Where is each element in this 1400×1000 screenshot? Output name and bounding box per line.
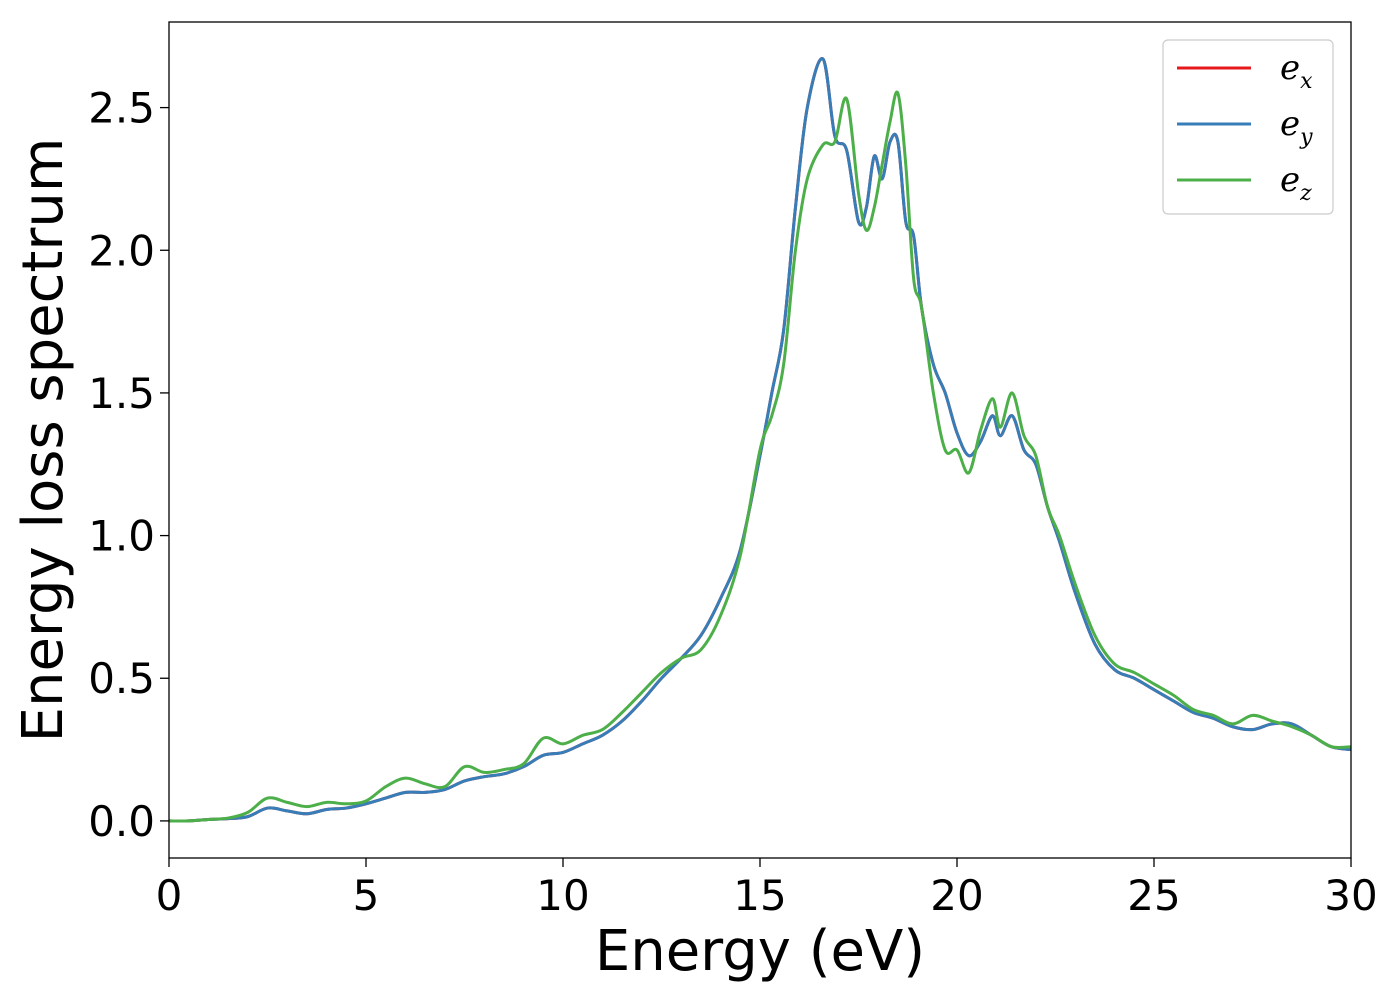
- x-tick-label: 0: [156, 871, 183, 920]
- series-line-z: [168, 90, 1352, 823]
- legend-box: [1162, 39, 1334, 215]
- x-tick-label: 10: [536, 871, 589, 920]
- x-tick-label: 20: [930, 871, 983, 920]
- legend-label-base: e: [1280, 104, 1300, 144]
- y-tick-label: 0.0: [88, 797, 155, 846]
- x-axis: 0 5 10 15 20 25 30: [156, 858, 1378, 920]
- plot-area: [169, 22, 1351, 858]
- legend-entry-z: ez: [1280, 160, 1312, 206]
- y-tick-label: 1.0: [88, 512, 155, 561]
- y-tick-label: 1.5: [88, 369, 155, 418]
- legend-entry-x: ex: [1280, 48, 1313, 94]
- legend-label-base: e: [1280, 48, 1300, 88]
- y-axis-label: Energy loss spectrum: [11, 138, 76, 743]
- y-axis: 0.0 0.5 1.0 1.5 2.0 2.5: [88, 84, 169, 846]
- x-tick-label: 30: [1324, 871, 1377, 920]
- legend-entry-y: ey: [1280, 104, 1313, 150]
- legend-label-sub: z: [1299, 181, 1312, 206]
- series-layer: [168, 57, 1352, 823]
- legend-label-base: e: [1280, 160, 1300, 200]
- x-axis-label: Energy (eV): [595, 919, 925, 984]
- y-tick-label: 2.5: [88, 84, 155, 133]
- series-line-y: [168, 57, 1352, 823]
- legend-label-sub: y: [1299, 125, 1313, 150]
- x-tick-label: 15: [733, 871, 786, 920]
- legend-label-sub: x: [1300, 69, 1313, 94]
- x-tick-label: 5: [353, 871, 380, 920]
- y-tick-label: 0.5: [88, 654, 155, 703]
- y-tick-label: 2.0: [88, 226, 155, 275]
- x-tick-label: 25: [1127, 871, 1180, 920]
